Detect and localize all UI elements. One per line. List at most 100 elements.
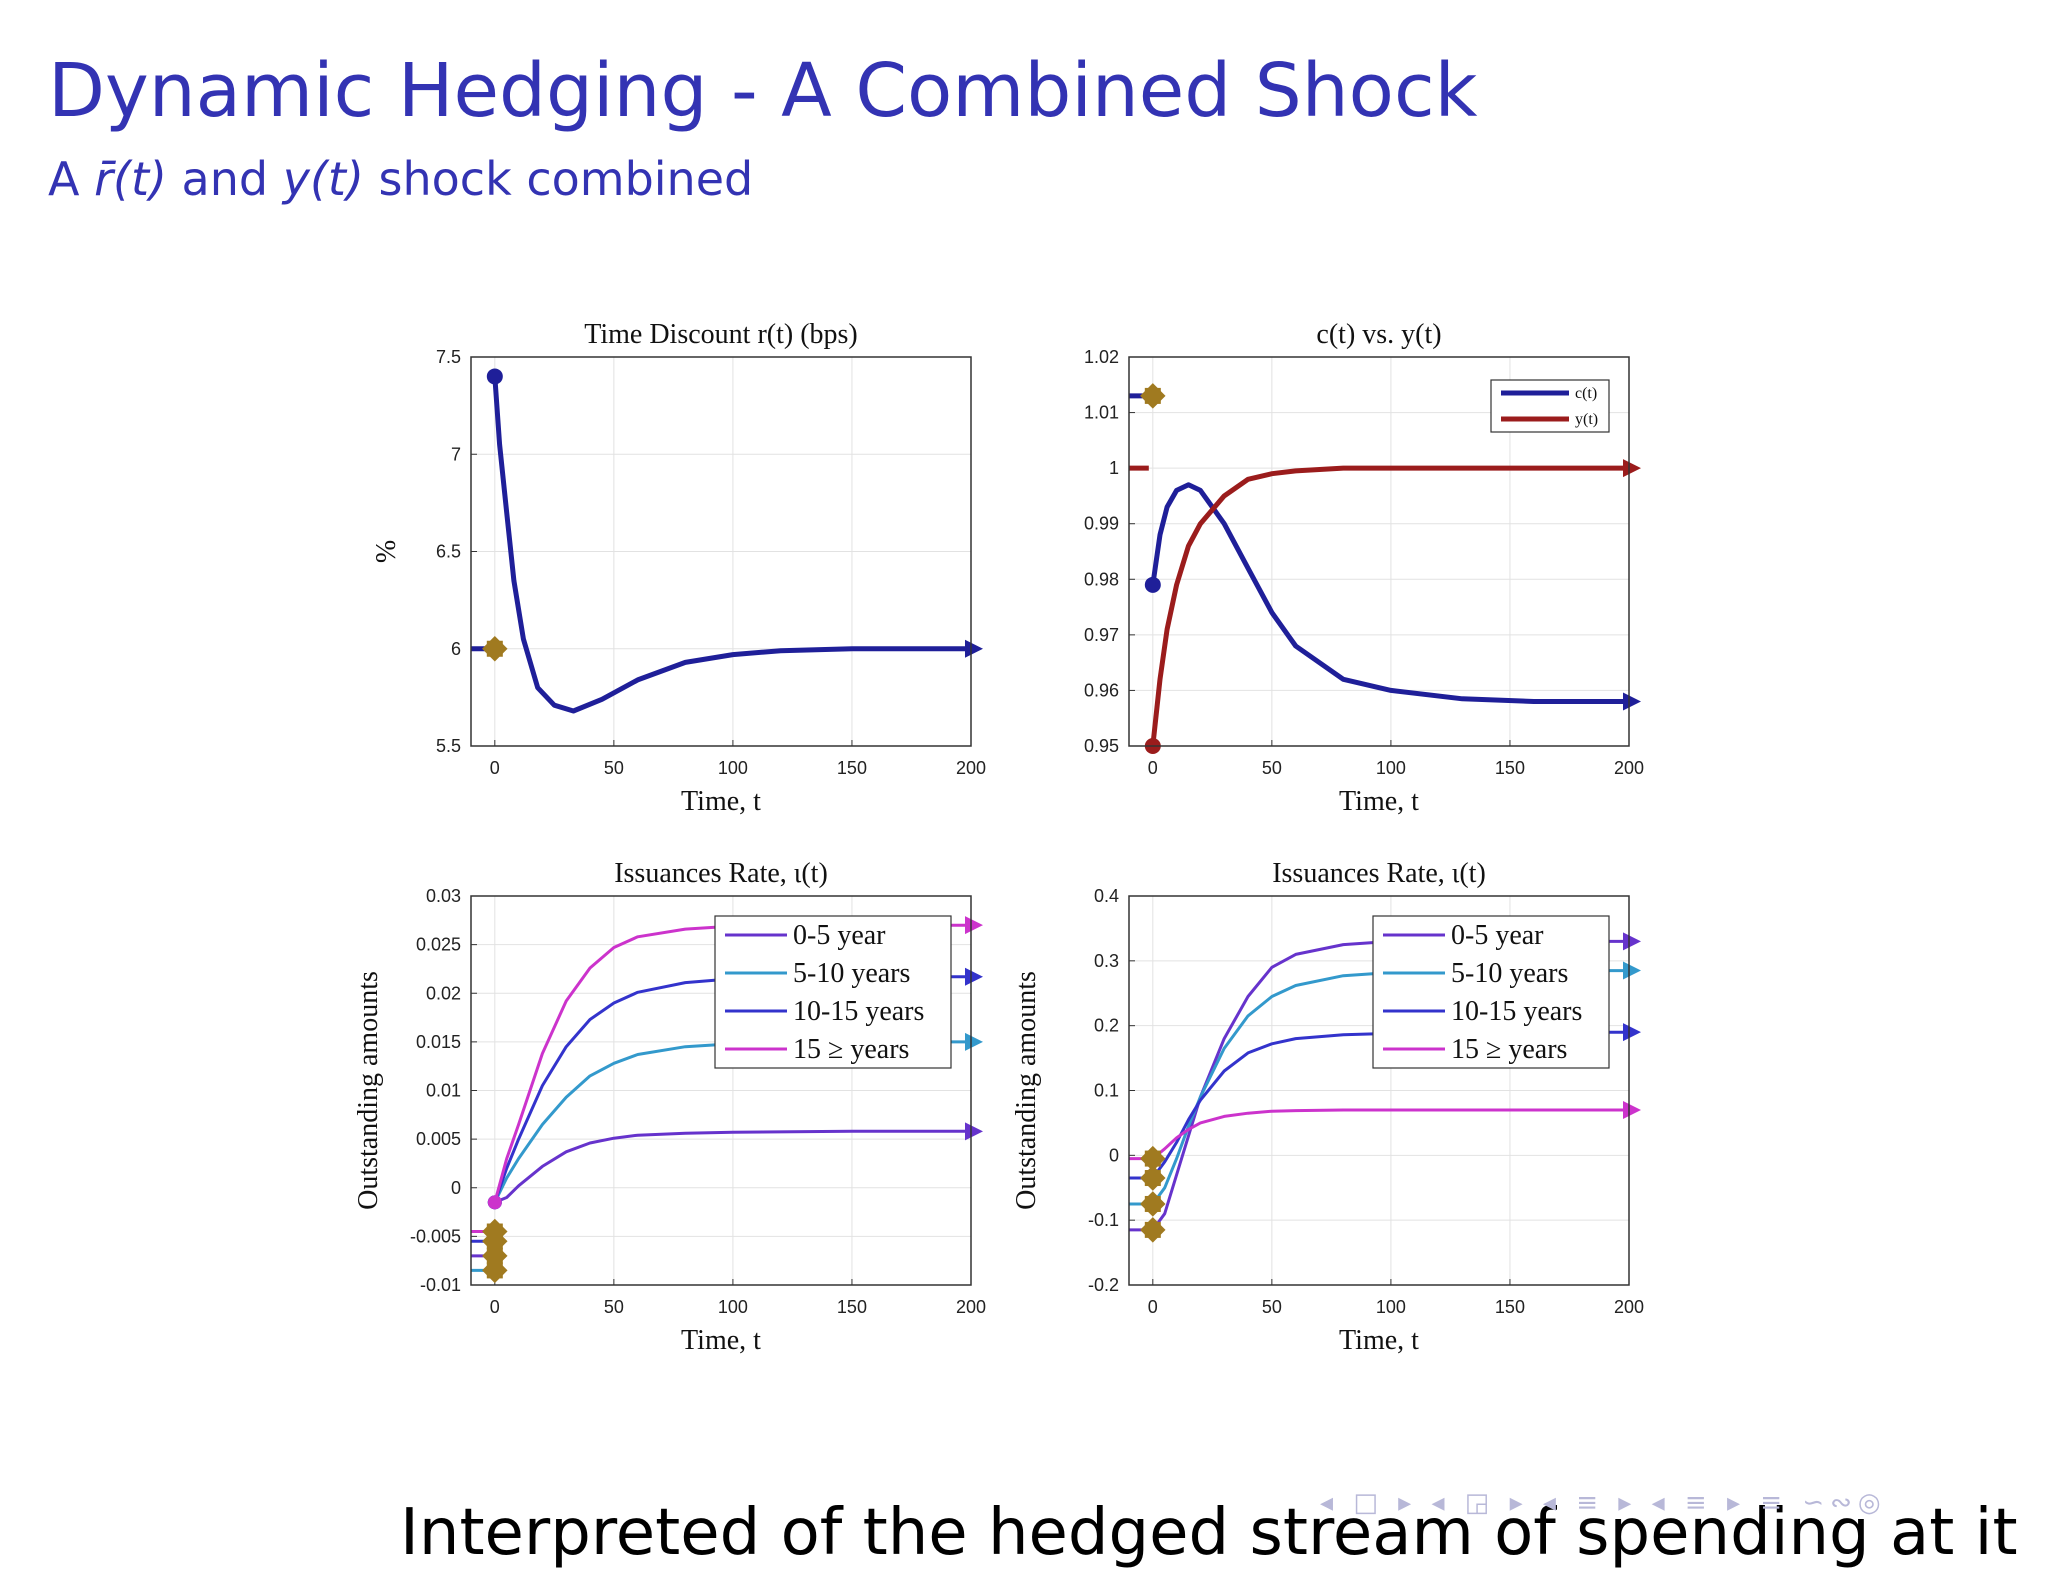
y-tick-label: -0.2 <box>1088 1275 1119 1295</box>
series-line <box>1150 482 1629 704</box>
legend-label: 10-15 years <box>793 996 924 1027</box>
legend-label: 15 ≥ years <box>793 1034 909 1065</box>
legend-label: 5-10 years <box>1451 958 1568 989</box>
slide-title: Dynamic Hedging - A Combined Shock <box>48 48 1478 134</box>
y-tick-label: 0.01 <box>426 1081 461 1101</box>
y-tick-label: 0.02 <box>426 983 461 1003</box>
pre-shock-marker <box>1144 1221 1161 1238</box>
legend-label: 5-10 years <box>793 958 910 989</box>
series-line <box>471 368 983 714</box>
start-point-marker <box>1144 576 1161 593</box>
chart-title: Time Discount r(t) (bps) <box>584 319 858 350</box>
subtitle-rbar: r̄(t) <box>94 152 167 206</box>
x-tick-label: 100 <box>718 758 748 778</box>
x-axis-label: Time, t <box>1339 1325 1419 1356</box>
y-tick-label: 6.5 <box>436 542 461 562</box>
beamer-navigation[interactable]: ◂ □ ▸ ◂ ◲ ▸ ◂ ≡ ▸ ◂ ≡ ▸ ≡ ∽∾◎ <box>1320 1488 1887 1518</box>
x-tick-label: 0 <box>490 1297 500 1317</box>
y-tick-label: 1.02 <box>1084 347 1119 367</box>
subtitle-and: and <box>166 152 283 206</box>
legend-box <box>1490 379 1610 433</box>
legend-box <box>1372 915 1610 1069</box>
y-tick-label: 0.99 <box>1084 514 1119 534</box>
pre-shock-marker <box>486 640 503 657</box>
end-arrow-marker <box>1623 932 1641 951</box>
y-tick-label: 0.005 <box>416 1129 461 1149</box>
y-tick-label: 7.5 <box>436 347 461 367</box>
pre-shock-marker <box>486 1247 503 1264</box>
x-tick-label: 100 <box>718 1297 748 1317</box>
end-arrow-marker <box>965 967 983 986</box>
x-tick-label: 50 <box>604 758 624 778</box>
y-tick-label: 0.015 <box>416 1032 461 1052</box>
chart-title: c(t) vs. y(t) <box>1316 319 1441 350</box>
y-tick-label: 7 <box>451 444 461 464</box>
x-tick-label: 50 <box>1262 1297 1282 1317</box>
legend-label: y(t) <box>1575 411 1598 428</box>
y-tick-label: -0.005 <box>410 1226 461 1246</box>
legend: 0-5 year 5-10 years 10-15 years 15 ≥ years <box>714 915 952 1069</box>
x-tick-label: 100 <box>1376 1297 1406 1317</box>
series-line <box>492 376 971 714</box>
y-tick-label: 0.98 <box>1084 569 1119 589</box>
legend: c(t) y(t) <box>1490 379 1610 433</box>
x-tick-label: 200 <box>956 758 986 778</box>
x-tick-label: 0 <box>1148 758 1158 778</box>
y-tick-label: -0.01 <box>420 1275 461 1295</box>
x-tick-label: 0 <box>1148 1297 1158 1317</box>
legend-label: 10-15 years <box>1451 996 1582 1027</box>
x-tick-label: 0 <box>490 758 500 778</box>
y-tick-label: 6 <box>451 639 461 659</box>
subtitle-suffix: shock combined <box>363 152 754 206</box>
chart-title: Issuances Rate, ι(t) <box>1272 858 1486 889</box>
legend-label: c(t) <box>1575 385 1597 402</box>
x-tick-label: 100 <box>1376 758 1406 778</box>
series-5-10-years <box>471 1032 983 1284</box>
legend-label: 15 ≥ years <box>1451 1034 1567 1065</box>
x-axis-label: Time, t <box>681 786 761 817</box>
series-c-t- <box>1129 383 1641 711</box>
pre-shock-marker <box>1144 1170 1161 1187</box>
subtitle-y: y(t) <box>282 152 364 206</box>
chart-4: 0 50 100 150 200 -0.2 -0.1 0 0.1 0.2 0.3 0.4 Issuanc… <box>1011 858 1644 1356</box>
chart-2: 0 50 100 150 200 0.95 0.96 0.97 0.98 0.99 1 1.01 1.0… <box>1084 319 1644 817</box>
pre-shock-marker <box>486 1262 503 1279</box>
series-15-years <box>1129 1100 1641 1172</box>
end-arrow-marker <box>965 639 983 658</box>
y-tick-label: 0.2 <box>1094 1016 1119 1036</box>
x-tick-label: 150 <box>837 1297 867 1317</box>
x-tick-label: 150 <box>1495 1297 1525 1317</box>
y-tick-label: 0.03 <box>426 886 461 906</box>
end-arrow-marker <box>1623 961 1641 980</box>
y-axis-label: Outstanding amounts <box>1011 971 1042 1210</box>
plot-frame <box>470 895 972 1286</box>
x-axis-label: Time, t <box>1339 786 1419 817</box>
y-tick-label: -0.1 <box>1088 1210 1119 1230</box>
series-0-5-year <box>471 1122 983 1269</box>
y-tick-label: 0.95 <box>1084 736 1119 756</box>
series-line <box>494 1129 971 1204</box>
end-arrow-marker <box>1623 692 1641 711</box>
end-arrow-marker <box>965 1032 983 1051</box>
pre-shock-marker <box>486 1223 503 1240</box>
chart-title: Issuances Rate, ι(t) <box>614 858 828 889</box>
y-tick-label: 0.3 <box>1094 951 1119 971</box>
start-point-marker <box>486 368 503 385</box>
x-tick-label: 150 <box>1495 758 1525 778</box>
x-tick-label: 200 <box>1614 758 1644 778</box>
series-y-t- <box>1129 459 1641 754</box>
chart-3: 0 50 100 150 200 -0.01 -0.005 0 0.005 0.01 0.015 0.… <box>353 858 986 1356</box>
y-tick-label: 0.4 <box>1094 886 1119 906</box>
y-tick-label: 1 <box>1109 458 1119 478</box>
y-tick-label: 0.025 <box>416 935 461 955</box>
end-arrow-marker <box>1623 459 1641 478</box>
x-tick-label: 50 <box>1262 758 1282 778</box>
series-line <box>1150 465 1629 746</box>
subtitle-prefix: A <box>48 152 95 206</box>
plot-frame <box>470 356 972 747</box>
slide-subtitle: A r̄(t) and y(t) shock combined <box>48 152 753 206</box>
end-arrow-marker <box>1623 1023 1641 1042</box>
series-line <box>1151 1108 1629 1160</box>
y-tick-label: 0 <box>451 1178 461 1198</box>
